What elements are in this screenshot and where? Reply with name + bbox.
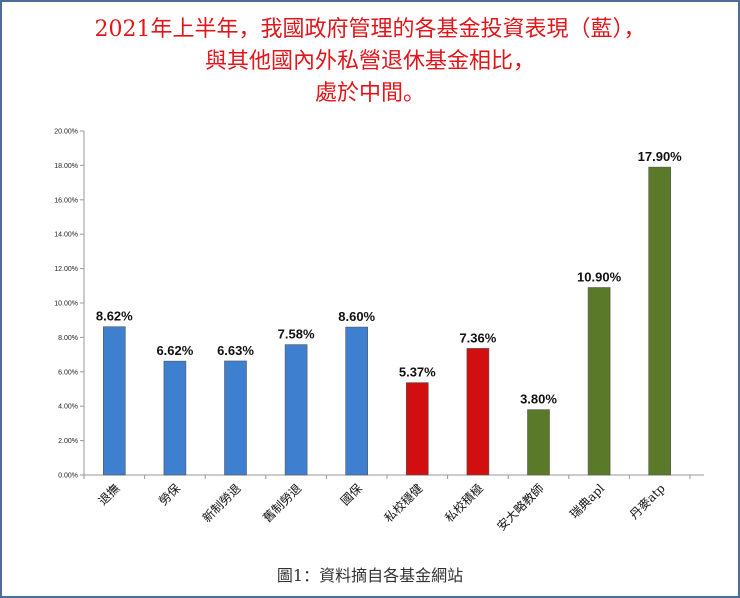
- figure-caption: 圖1：資料摘自各基金網站: [276, 566, 464, 585]
- y-tick-label: 10.00%: [54, 301, 78, 308]
- bar-4: [284, 344, 308, 476]
- data-label: 10.90%: [577, 270, 622, 285]
- chart-title: 2021年上半年，我國政府管理的各基金投資表現（藍）， 與其他國內外私營退休基金…: [2, 14, 738, 110]
- data-label: 6.62%: [156, 343, 193, 358]
- y-tick-label: 4.00%: [58, 404, 78, 411]
- x-tick-label: 瑞典apl: [567, 481, 607, 521]
- data-label: 5.37%: [399, 365, 436, 380]
- x-tick-label: 安大略教師: [494, 481, 547, 534]
- y-tick-label: 0.00%: [58, 473, 78, 480]
- y-tick-label: 16.00%: [54, 197, 78, 204]
- title-line-3: 處於中間。: [314, 81, 425, 106]
- x-tick-label: 國保: [338, 481, 365, 508]
- y-tick-label: 8.00%: [58, 335, 78, 342]
- bar-6: [405, 382, 429, 476]
- x-tick-label: 私校穩健: [381, 481, 426, 526]
- data-label: 7.36%: [459, 330, 496, 345]
- x-tick-label: 勞保: [156, 481, 183, 508]
- y-tick-label: 12.00%: [54, 266, 78, 273]
- bar-3: [224, 360, 247, 476]
- y-tick-label: 6.00%: [58, 369, 78, 376]
- bar-1: [103, 326, 126, 476]
- bar-2: [163, 360, 187, 476]
- x-tick-label: 舊制勞退: [260, 481, 305, 526]
- x-tick-label: 新制勞退: [199, 481, 244, 526]
- bar-8: [527, 409, 550, 476]
- data-label: 17.90%: [638, 149, 683, 164]
- bar-7: [466, 348, 490, 476]
- title-line-2: 與其他國內外私營退休基金相比，: [204, 49, 535, 74]
- title-line-1: 2021年上半年，我國政府管理的各基金投資表現（藍），: [94, 17, 646, 42]
- data-label: 8.62%: [96, 309, 133, 324]
- y-tick-label: 20.00%: [54, 129, 78, 136]
- bar-10: [648, 166, 672, 476]
- data-label: 3.80%: [520, 392, 557, 407]
- y-tick-label: 2.00%: [58, 438, 78, 445]
- bar-5: [345, 326, 369, 476]
- y-tick-label: 18.00%: [54, 163, 78, 170]
- data-label: 6.63%: [217, 343, 254, 358]
- x-tick-label: 退撫: [96, 481, 123, 508]
- y-tick-label: 14.00%: [54, 232, 78, 239]
- bar-9: [587, 287, 611, 476]
- data-label: 7.58%: [278, 327, 315, 342]
- data-label: 8.60%: [338, 309, 375, 324]
- x-tick-label: 私校積極: [441, 481, 486, 526]
- x-tick-label: 丹麥atp: [627, 481, 668, 522]
